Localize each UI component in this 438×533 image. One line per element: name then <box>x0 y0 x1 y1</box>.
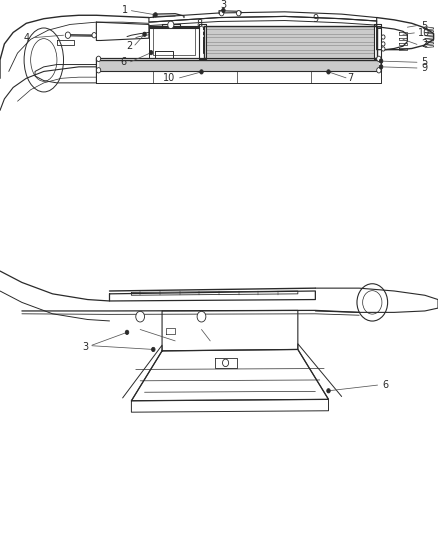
Circle shape <box>381 42 385 46</box>
Circle shape <box>92 33 96 38</box>
Circle shape <box>381 35 385 39</box>
Text: 3: 3 <box>220 1 226 11</box>
Text: 10: 10 <box>162 73 175 83</box>
Circle shape <box>96 56 101 61</box>
Circle shape <box>223 359 229 367</box>
Text: 8: 8 <box>196 19 202 29</box>
Text: 3: 3 <box>82 342 88 352</box>
Text: 7: 7 <box>347 73 353 83</box>
Circle shape <box>65 32 71 38</box>
Circle shape <box>377 56 381 61</box>
Text: 5: 5 <box>421 57 427 67</box>
Text: 2: 2 <box>421 39 427 50</box>
Text: 1: 1 <box>122 5 128 14</box>
Circle shape <box>168 21 174 29</box>
Text: 9: 9 <box>421 63 427 73</box>
Circle shape <box>381 47 385 51</box>
Circle shape <box>197 311 206 322</box>
Circle shape <box>125 330 129 335</box>
Text: 9: 9 <box>312 14 318 23</box>
Circle shape <box>96 68 101 73</box>
Circle shape <box>200 70 203 74</box>
Circle shape <box>136 311 145 322</box>
Circle shape <box>327 389 330 393</box>
Circle shape <box>219 11 224 16</box>
Text: 4: 4 <box>23 33 29 43</box>
Circle shape <box>152 348 155 352</box>
Circle shape <box>222 9 225 13</box>
Circle shape <box>379 64 383 69</box>
Text: 6: 6 <box>382 380 389 390</box>
Text: 2: 2 <box>126 41 132 51</box>
Circle shape <box>149 51 153 55</box>
Circle shape <box>237 11 241 16</box>
Circle shape <box>377 68 381 73</box>
Circle shape <box>379 59 383 63</box>
Circle shape <box>154 13 157 17</box>
Text: 6: 6 <box>120 57 127 67</box>
Circle shape <box>327 70 330 74</box>
Circle shape <box>143 32 146 36</box>
Text: 5: 5 <box>421 21 427 30</box>
Text: 10: 10 <box>418 28 430 38</box>
